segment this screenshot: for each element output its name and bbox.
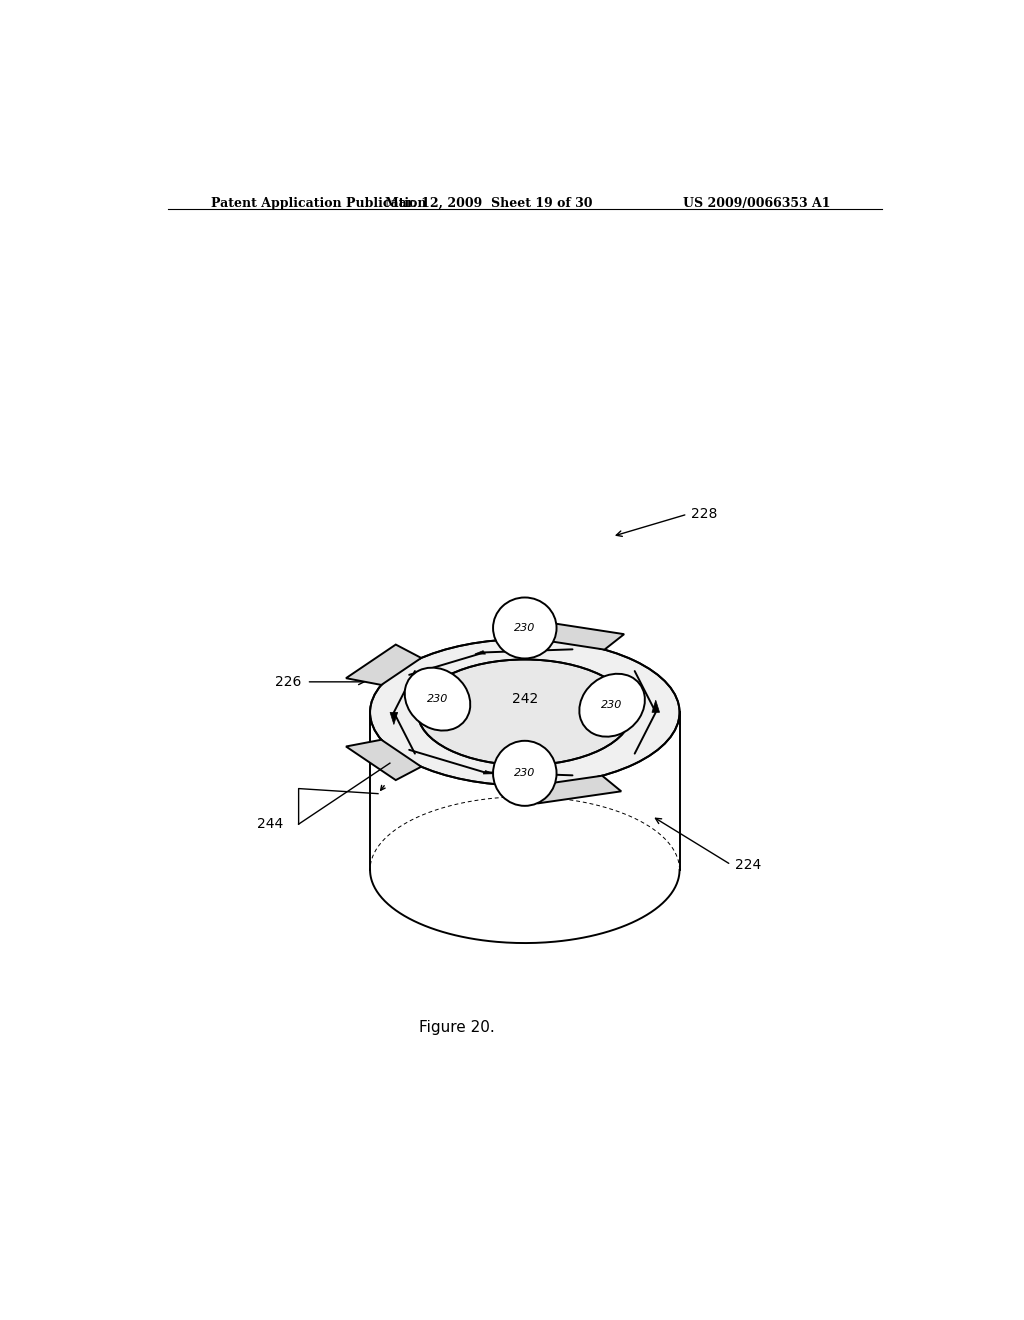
Polygon shape (483, 771, 494, 774)
Ellipse shape (370, 639, 680, 785)
Text: Mar. 12, 2009  Sheet 19 of 30: Mar. 12, 2009 Sheet 19 of 30 (385, 197, 593, 210)
Polygon shape (539, 622, 624, 649)
Text: 244: 244 (256, 817, 283, 832)
Text: US 2009/0066353 A1: US 2009/0066353 A1 (683, 197, 830, 210)
Polygon shape (652, 700, 659, 713)
Text: 230: 230 (427, 694, 449, 704)
Text: 224: 224 (735, 858, 762, 871)
Ellipse shape (493, 741, 557, 805)
Text: 230: 230 (514, 768, 536, 779)
Text: 228: 228 (691, 507, 718, 521)
Polygon shape (346, 739, 421, 780)
Polygon shape (346, 644, 421, 685)
Polygon shape (475, 651, 485, 655)
Text: 230: 230 (514, 623, 536, 634)
Text: 230: 230 (601, 700, 623, 710)
Ellipse shape (493, 598, 557, 659)
Text: Figure 20.: Figure 20. (420, 1020, 496, 1035)
Ellipse shape (404, 668, 470, 730)
Ellipse shape (418, 660, 632, 766)
Text: 242: 242 (512, 692, 538, 706)
Polygon shape (390, 713, 397, 725)
Text: Patent Application Publication: Patent Application Publication (211, 197, 427, 210)
Ellipse shape (580, 673, 645, 737)
Polygon shape (536, 776, 622, 804)
Text: 226: 226 (274, 675, 301, 689)
